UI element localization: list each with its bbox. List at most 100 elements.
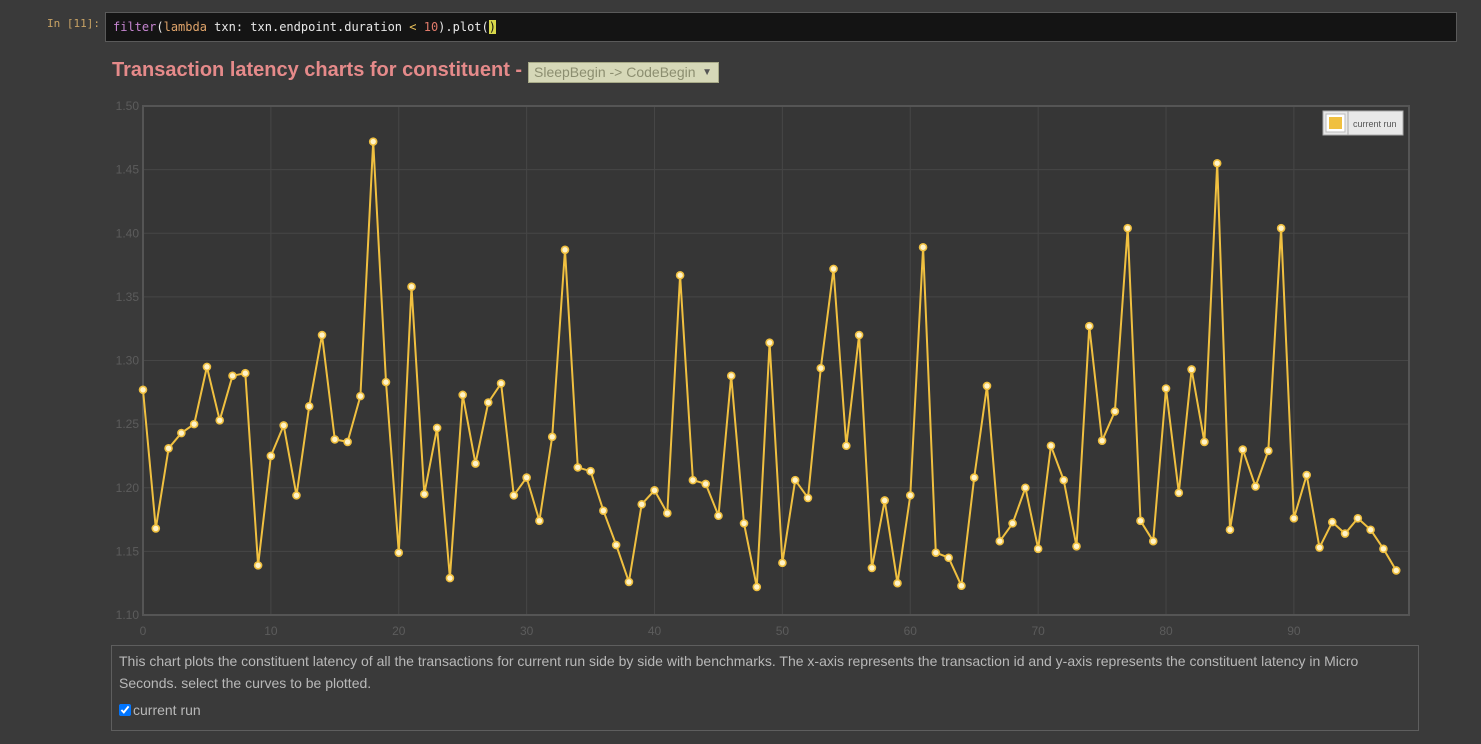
x-tick-label: 0 (140, 624, 147, 638)
data-point (573, 463, 583, 472)
data-point (752, 582, 762, 592)
data-point (1340, 529, 1350, 538)
chart-title: Transaction latency charts for constitue… (112, 59, 523, 81)
code-token-number: 10 (423, 20, 439, 34)
code-cursor-paren: ) (488, 20, 496, 34)
y-tick-label: 1.20 (116, 481, 140, 495)
data-point (407, 282, 416, 291)
data-point (611, 540, 621, 550)
data-point (560, 245, 570, 255)
x-tick-label: 20 (392, 624, 406, 638)
data-point (854, 330, 864, 340)
data-point (1136, 516, 1145, 526)
data-point (586, 466, 595, 476)
y-tick-label: 1.10 (116, 608, 140, 622)
data-point (1212, 158, 1222, 168)
data-point (1353, 513, 1363, 523)
data-point (509, 491, 519, 500)
data-point (650, 485, 659, 495)
data-point (701, 479, 710, 489)
plot-border (142, 105, 1410, 616)
data-point (1251, 482, 1260, 491)
data-point (241, 368, 250, 378)
code-token-filter: filter (113, 20, 157, 34)
series-toggle-row: current run (119, 699, 1411, 721)
data-point (816, 363, 826, 373)
data-point (995, 536, 1005, 546)
data-point (1059, 475, 1069, 485)
data-point (1379, 544, 1388, 554)
y-tick-label: 1.15 (116, 544, 140, 558)
data-point (535, 516, 544, 526)
data-point (420, 489, 429, 499)
current-run-checkbox[interactable] (119, 704, 131, 716)
y-tick-label: 1.50 (116, 99, 140, 113)
data-point (1238, 445, 1248, 454)
data-point (1008, 519, 1017, 528)
data-point (1276, 223, 1286, 233)
data-point (675, 270, 685, 280)
chart-description-text: This chart plots the constituent latency… (119, 653, 1359, 691)
data-point (343, 437, 352, 447)
data-point (790, 475, 800, 485)
chart-description-panel: This chart plots the constituent latency… (111, 645, 1419, 731)
y-tick-label: 1.40 (116, 226, 140, 240)
data-point (1264, 446, 1273, 456)
data-point (356, 391, 365, 401)
data-point (1302, 470, 1311, 480)
data-point (304, 402, 314, 411)
data-point (918, 242, 928, 252)
current-run-checkbox-label: current run (133, 702, 201, 718)
data-point (637, 499, 647, 509)
data-point (931, 548, 941, 557)
constituent-selector[interactable]: SleepBegin -> CodeBegin ▼ (528, 62, 719, 83)
data-point (522, 473, 531, 482)
data-point (1123, 223, 1132, 233)
data-point (215, 416, 225, 425)
data-point (317, 330, 327, 340)
data-point (1187, 365, 1196, 374)
data-point (624, 577, 634, 587)
data-point (1327, 517, 1337, 527)
data-point (1161, 384, 1171, 393)
y-tick-label: 1.25 (116, 417, 140, 431)
data-point (164, 444, 173, 453)
data-point (151, 524, 161, 533)
data-point (944, 553, 953, 563)
data-point (471, 459, 480, 468)
data-point (599, 506, 608, 515)
data-point (842, 441, 851, 451)
x-tick-label: 40 (648, 624, 662, 638)
data-point (1315, 543, 1324, 552)
data-point (496, 379, 506, 388)
data-point (292, 491, 301, 500)
data-point (829, 264, 838, 274)
data-point (138, 385, 148, 395)
data-point (1174, 488, 1184, 498)
data-point (880, 496, 889, 505)
code-token-lambda: lambda (163, 20, 207, 34)
data-point (1021, 483, 1030, 493)
x-tick-label: 90 (1287, 624, 1301, 638)
data-point (547, 432, 557, 442)
data-point (279, 421, 288, 430)
x-tick-label: 60 (904, 624, 918, 638)
data-point (1391, 566, 1401, 575)
data-point (266, 451, 276, 461)
code-cell-input[interactable]: filter(lambda txn: txn.endpoint.duration… (105, 12, 1457, 42)
data-point (1046, 441, 1056, 451)
data-point (1033, 544, 1043, 554)
y-tick-label: 1.35 (116, 290, 140, 304)
legend-swatch (1329, 117, 1342, 129)
data-point (202, 362, 212, 372)
data-point (1110, 407, 1120, 416)
data-point (982, 381, 992, 391)
constituent-selector-value: SleepBegin -> CodeBegin (534, 64, 696, 80)
data-point (726, 371, 736, 381)
data-point (905, 491, 915, 500)
data-point (1085, 321, 1094, 331)
data-point (177, 428, 186, 438)
data-point (688, 475, 698, 485)
data-point (1366, 525, 1375, 535)
code-token-paren: ( (156, 20, 164, 34)
